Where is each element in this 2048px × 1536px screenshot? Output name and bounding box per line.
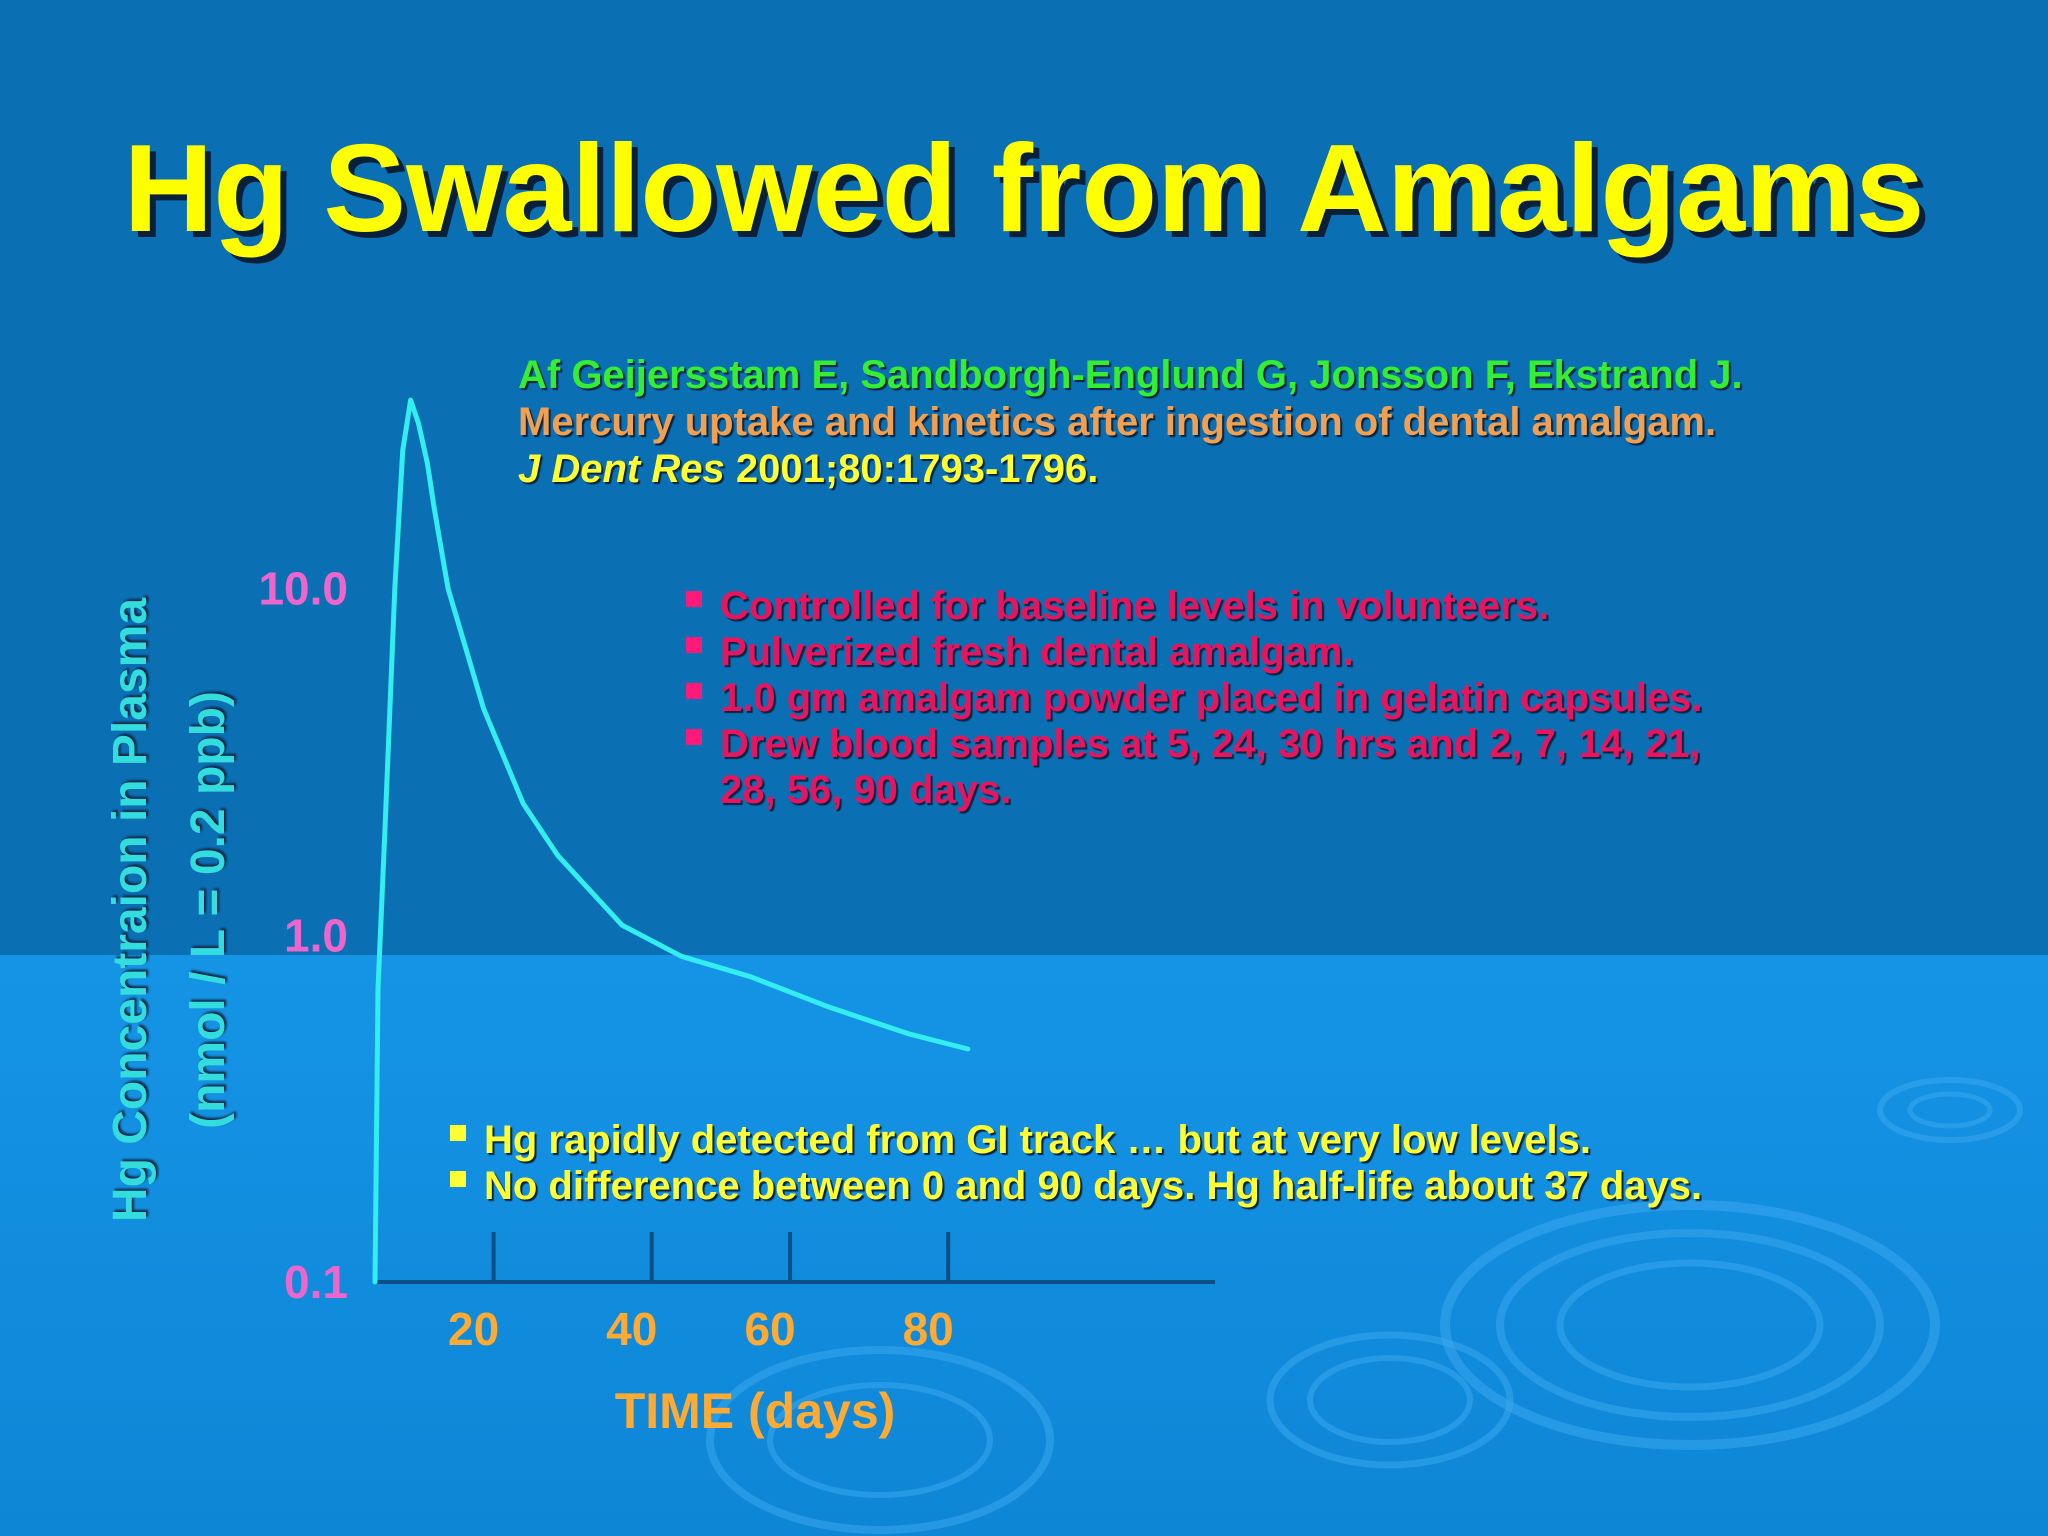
reference-citation: Af Geijersstam E, Sandborgh-Englund G, J… [518,352,1743,493]
method-bullet-list: Controlled for baseline levels in volunt… [686,583,1703,813]
reference-authors: Af Geijersstam E, Sandborgh-Englund G, J… [518,353,1743,397]
bullet-icon [450,1171,466,1187]
y-tick-label: 10.0 [258,563,348,615]
slide-title: Hg Swallowed from Amalgams [123,120,1925,258]
bullet-icon [686,683,702,699]
x-tick-label: 60 [744,1303,795,1355]
bullet-icon [686,591,702,607]
list-item: Pulverized fresh dental amalgam. [686,629,1703,675]
x-axis-label: TIME (days) [615,1383,896,1439]
bullet-icon [686,637,702,653]
bullet-icon [686,729,702,745]
x-tick-label: 40 [606,1303,657,1355]
concentration-curve [372,397,971,1285]
journal-name: J Dent Res [518,447,725,491]
journal-citation: 2001;80:1793-1796. [724,447,1099,491]
list-item: 1.0 gm amalgam powder placed in gelatin … [686,675,1703,721]
reference-article-title: Mercury uptake and kinetics after ingest… [518,400,1717,444]
y-tick-label: 1.0 [284,909,348,961]
list-item: No difference between 0 and 90 days. Hg … [450,1163,1702,1209]
bullet-icon [450,1125,466,1141]
findings-bullet-list: Hg rapidly detected from GI track … but … [450,1117,1702,1209]
reference-journal: J Dent Res 2001;80:1793-1796. [518,446,1743,493]
list-item: Drew blood samples at 5, 24, 30 hrs and … [686,721,1703,767]
list-item: Hg rapidly detected from GI track … but … [450,1117,1702,1163]
x-tick-label: 20 [448,1303,499,1355]
background-band [0,955,2048,1536]
y-tick-label: 0.1 [284,1256,348,1308]
list-item: Controlled for baseline levels in volunt… [686,583,1703,629]
list-item-continuation: 28, 56, 90 days. [720,768,1012,812]
x-tick-label: 80 [903,1303,954,1355]
